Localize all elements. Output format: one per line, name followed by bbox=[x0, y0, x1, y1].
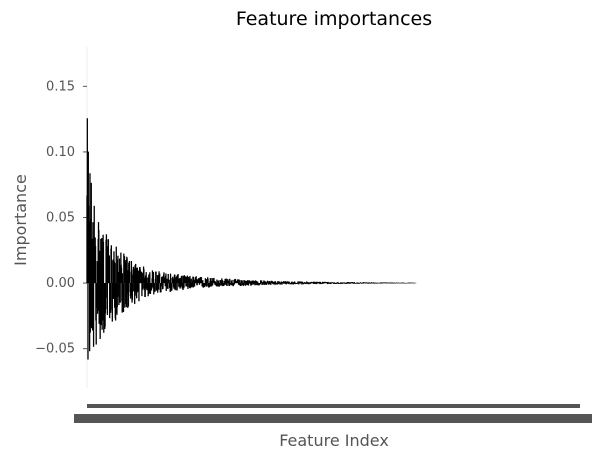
y-tick-label: −0.05 bbox=[35, 342, 75, 357]
bar-series bbox=[86, 118, 417, 360]
x-axis-label: Feature Index bbox=[279, 431, 389, 450]
y-tick-label: 0.00 bbox=[46, 276, 75, 291]
x-tick-marks-band bbox=[87, 404, 580, 408]
y-axis: −0.05 0.00 0.05 0.10 0.15 bbox=[35, 47, 88, 388]
chart-title: Feature importances bbox=[236, 8, 432, 30]
y-tick-label: 0.15 bbox=[46, 79, 75, 94]
y-axis-label: Importance bbox=[11, 174, 30, 266]
y-tick-label: 0.10 bbox=[46, 145, 75, 160]
x-tick-labels-band bbox=[74, 414, 592, 423]
x-axis bbox=[74, 404, 592, 423]
y-tick-label: 0.05 bbox=[46, 211, 75, 226]
